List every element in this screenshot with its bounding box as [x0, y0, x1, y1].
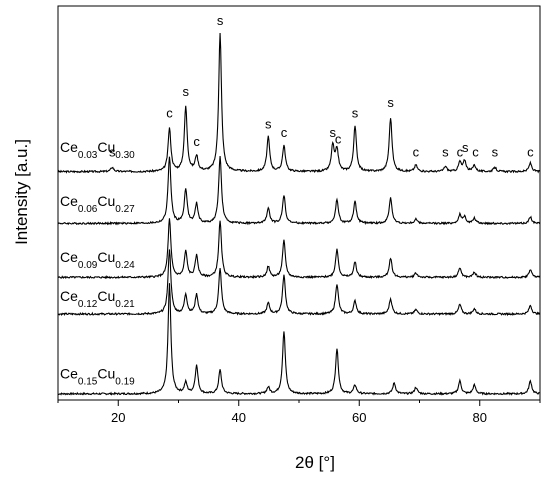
peak-marker-c: c — [472, 145, 479, 160]
series-line-Ce0.15Cu0.19 — [57, 283, 541, 396]
peak-marker-c: c — [527, 145, 534, 160]
series-line-Ce0.06Cu0.27 — [57, 155, 541, 226]
x-tick-label: 20 — [111, 410, 125, 425]
peak-marker-s: s — [109, 145, 116, 160]
peak-marker-s: s — [387, 95, 394, 110]
x-axis-label: 2θ [°] — [295, 453, 335, 472]
peak-marker-c: c — [281, 125, 288, 140]
peak-marker-c: c — [166, 106, 173, 121]
peak-marker-s: s — [182, 84, 189, 99]
peak-marker-s: s — [329, 125, 336, 140]
series-line-Ce0.12Cu0.21 — [57, 249, 541, 317]
peak-marker-s: s — [462, 140, 469, 155]
peak-marker-c: c — [193, 134, 200, 149]
series-line-Ce0.03Cu0.30 — [57, 33, 541, 174]
y-axis-label: Intensity [a.u.] — [12, 139, 31, 245]
x-tick-label: 80 — [473, 410, 487, 425]
peak-marker-c: c — [457, 145, 464, 160]
peak-marker-c: c — [335, 132, 342, 147]
axes: 20 40 60 80 — [57, 5, 541, 425]
sample-label: Ce0.09Cu0.24 — [60, 249, 135, 271]
peak-marker-c: c — [413, 145, 420, 160]
peak-marker-s: s — [217, 13, 224, 28]
x-tick-label: 40 — [232, 410, 246, 425]
peak-marker-s: s — [352, 106, 359, 121]
sample-label: Ce0.03Cu0.30 — [60, 139, 135, 161]
sample-label: Ce0.06Cu0.27 — [60, 193, 135, 215]
series-layer — [57, 33, 541, 396]
series-line-Ce0.09Cu0.24 — [57, 218, 541, 280]
sample-labels: Ce0.03Cu0.30 Ce0.06Cu0.27 Ce0.09Cu0.24 Ce0.… — [60, 139, 135, 387]
peak-marker-s: s — [265, 116, 272, 131]
peak-marker-s: s — [442, 145, 449, 160]
peak-marker-s: s — [492, 145, 499, 160]
sample-label: Ce0.12Cu0.21 — [60, 288, 135, 310]
x-tick-label: 60 — [352, 410, 366, 425]
sample-label: Ce0.15Cu0.19 — [60, 366, 135, 388]
